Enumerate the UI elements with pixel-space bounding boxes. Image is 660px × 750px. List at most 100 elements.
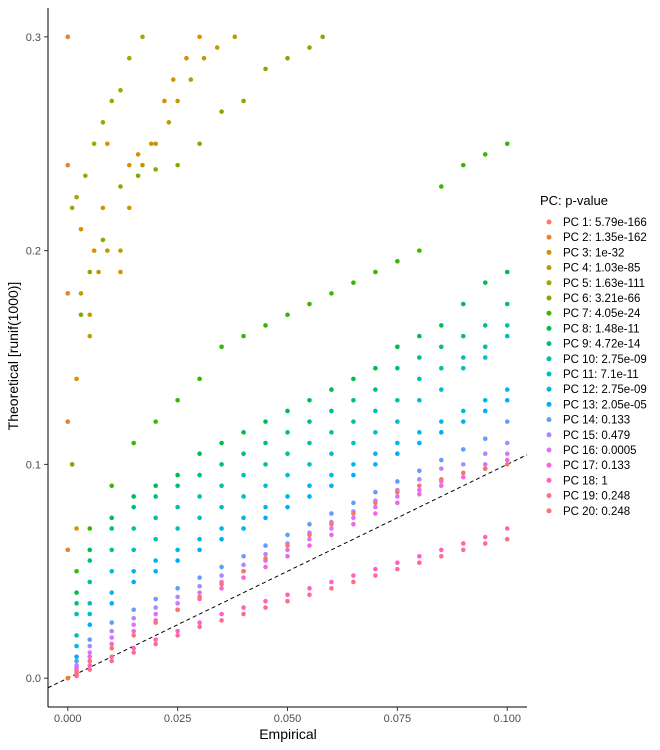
data-point <box>197 575 202 580</box>
data-point <box>87 547 93 553</box>
data-point <box>74 673 79 679</box>
data-point <box>170 77 176 82</box>
data-point <box>87 667 93 672</box>
data-point <box>439 344 444 350</box>
data-point <box>219 440 224 446</box>
legend-swatch <box>546 371 552 377</box>
legend-swatch <box>546 265 552 271</box>
data-point <box>135 152 141 157</box>
data-point <box>373 387 378 392</box>
data-point <box>109 515 115 521</box>
legend-label: PC 10: 2.75e-09 <box>563 354 647 366</box>
data-point <box>395 500 400 506</box>
data-point <box>241 430 246 435</box>
data-point <box>74 568 79 574</box>
legend-label: PC 14: 0.133 <box>563 415 630 427</box>
data-point <box>417 355 422 360</box>
data-point <box>482 451 488 456</box>
data-point <box>175 472 180 478</box>
data-point <box>65 291 71 296</box>
data-point <box>175 594 180 600</box>
data-point <box>219 526 224 531</box>
legend-item: PC 6: 3.21e-66 <box>546 293 640 305</box>
data-point <box>175 633 180 638</box>
data-point <box>74 526 79 531</box>
data-point <box>126 55 132 61</box>
data-point <box>373 462 378 467</box>
data-point <box>241 494 246 499</box>
data-point <box>219 483 224 489</box>
data-point <box>307 543 312 548</box>
data-point <box>329 387 334 392</box>
reference-line-layer <box>47 454 528 689</box>
data-point <box>109 601 115 606</box>
series-16 <box>74 451 510 670</box>
data-point <box>320 34 325 40</box>
data-point <box>417 248 422 253</box>
data-point <box>351 579 356 585</box>
data-point <box>439 430 444 435</box>
data-point <box>219 581 224 587</box>
data-point <box>140 162 145 168</box>
legend-label: PC 18: 1 <box>563 475 608 487</box>
data-point <box>197 624 202 630</box>
legend-item: PC 15: 0.479 <box>546 430 630 442</box>
data-point <box>395 560 400 566</box>
data-point <box>153 611 158 617</box>
data-point <box>78 291 84 296</box>
legend-label: PC 4: 1.03e-85 <box>563 263 640 275</box>
data-point <box>504 419 510 424</box>
data-point <box>197 376 202 382</box>
data-point <box>285 547 290 553</box>
x-tick-label: 0.100 <box>493 713 521 725</box>
data-point <box>263 66 268 72</box>
data-point <box>109 620 115 625</box>
data-point <box>219 564 224 570</box>
data-point <box>307 586 312 591</box>
data-point <box>395 489 400 495</box>
data-point <box>153 536 158 542</box>
data-point <box>87 526 93 531</box>
data-point <box>460 541 466 546</box>
y-tick-label: 0.3 <box>26 32 41 44</box>
data-point <box>504 397 510 403</box>
data-point <box>482 344 488 350</box>
data-point <box>87 558 93 563</box>
data-point <box>131 494 136 499</box>
data-point <box>241 562 246 568</box>
data-point <box>285 472 290 478</box>
data-point <box>109 628 115 634</box>
data-point <box>140 34 145 40</box>
data-point <box>153 167 158 172</box>
data-point <box>241 515 246 521</box>
data-point <box>219 504 224 510</box>
data-point <box>329 408 334 414</box>
data-point <box>109 590 115 595</box>
legend-swatch <box>546 295 552 301</box>
legend-title: PC: p-value <box>540 193 608 208</box>
data-point <box>175 98 180 104</box>
data-point <box>65 34 71 40</box>
legend-swatch <box>546 356 552 362</box>
data-point <box>395 566 400 572</box>
data-point <box>504 457 510 463</box>
data-point <box>201 55 207 61</box>
legend-label: PC 3: 1e-32 <box>563 247 624 259</box>
data-point <box>504 387 510 392</box>
data-point <box>197 472 202 478</box>
legend-item: PC 2: 1.35e-162 <box>546 232 647 244</box>
data-point <box>504 141 510 147</box>
legend-swatch <box>546 310 552 316</box>
data-point <box>373 489 378 495</box>
data-point <box>118 87 123 93</box>
data-point <box>285 532 290 538</box>
data-point <box>241 568 246 574</box>
legend-swatch <box>546 508 552 514</box>
legend-swatch <box>546 386 552 392</box>
data-point <box>197 620 202 625</box>
data-point <box>482 280 488 285</box>
data-point <box>460 355 466 360</box>
data-point <box>153 568 158 574</box>
legend-swatch <box>546 219 552 225</box>
data-point <box>175 586 180 591</box>
